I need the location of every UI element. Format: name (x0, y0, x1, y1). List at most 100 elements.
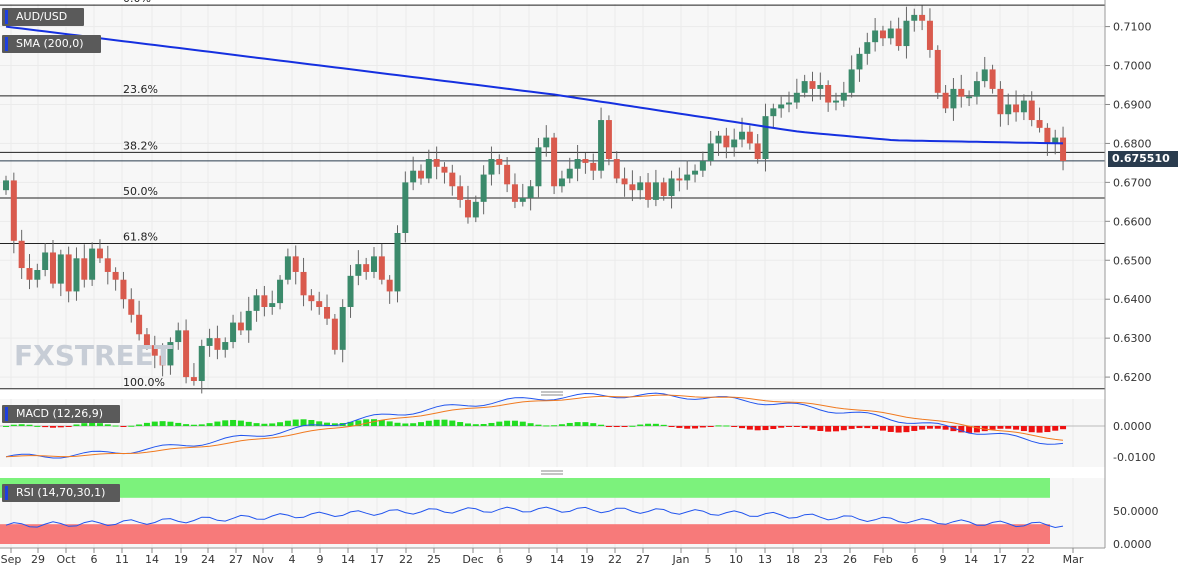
rsi-label[interactable]: RSI (14,70,30,1) (2, 484, 120, 502)
y-tick-label: 0.7000 (1113, 60, 1152, 73)
x-tick-label: 14 (145, 553, 159, 566)
macd-histogram-bar (872, 426, 879, 430)
x-tick-label: 9 (526, 553, 533, 566)
macd-histogram-bar (566, 422, 573, 426)
sma-label[interactable]: SMA (200,0) (2, 35, 101, 53)
candle-body (856, 53, 863, 70)
macd-histogram-bar (300, 419, 307, 426)
macd-histogram-bar (331, 423, 338, 426)
macd-histogram-bar (18, 424, 25, 426)
candle-body (840, 92, 847, 101)
rsi-overbought-zone (0, 478, 1050, 498)
macd-histogram-bar (237, 420, 244, 426)
y-tick-label: 0.6400 (1113, 293, 1152, 306)
macd-histogram-bar (981, 426, 988, 432)
macd-histogram-bar (496, 421, 503, 426)
candle-body (504, 164, 511, 185)
fxstreet-watermark: FXSTREET (14, 339, 173, 372)
macd-histogram-bar (1020, 426, 1027, 432)
candle-body (762, 116, 769, 160)
macd-histogram-bar (26, 424, 33, 426)
macd-signal-line (5, 394, 1064, 458)
candle-body (472, 201, 479, 218)
macd-histogram-bar (746, 426, 753, 430)
macd-histogram-bar (989, 426, 996, 430)
macd-histogram-bar (879, 426, 886, 431)
candle-body (34, 269, 41, 280)
candle-body (660, 182, 667, 196)
candle-body (167, 342, 174, 366)
x-tick-label: Feb (873, 553, 892, 566)
candle-body (355, 264, 362, 276)
candle-body (222, 342, 229, 350)
macd-histogram-bar (786, 426, 792, 427)
x-tick-label: Jan (672, 553, 690, 566)
y-tick-label: 0.6500 (1113, 254, 1152, 267)
macd-histogram-bar (574, 422, 581, 426)
candle-body (49, 252, 56, 284)
rsi-tick-label: 0.0000 (1113, 538, 1152, 551)
macd-histogram-bar (551, 425, 558, 427)
candle-body (175, 330, 182, 343)
candle-body (331, 318, 338, 350)
macd-histogram-bar (1028, 426, 1035, 433)
candle-body (410, 170, 417, 183)
grid (0, 4, 1105, 548)
candle-body (371, 256, 378, 272)
macd-label[interactable]: MACD (12,26,9) (2, 405, 120, 423)
macd-histogram-bar (433, 419, 440, 426)
macd-histogram-bar (308, 419, 315, 426)
candle-body (707, 143, 714, 161)
x-tick-label: 22 (608, 553, 622, 566)
macd-histogram-bar (49, 426, 56, 428)
macd-histogram-bar (143, 422, 150, 426)
macd-histogram-bar (958, 426, 965, 433)
macd-histogram-bar (10, 424, 17, 426)
macd-histogram-bar (903, 426, 910, 433)
candle-body (872, 30, 879, 43)
candle-body (136, 314, 143, 335)
candle-body (848, 69, 855, 93)
x-tick-label: Sep (1, 553, 22, 566)
macd-histogram-bar (120, 426, 127, 427)
candle-body (1005, 104, 1012, 115)
candle-body (543, 137, 550, 148)
fib-label: 23.6% (123, 83, 158, 96)
macd-histogram-bar (817, 426, 824, 431)
macd-histogram-bar (175, 422, 182, 426)
symbol-label[interactable]: AUD/USD (2, 8, 84, 26)
macd-histogram-bar (167, 421, 174, 426)
x-tick-label: 6 (912, 553, 919, 566)
macd-histogram-bar (198, 424, 205, 426)
candle-body (637, 182, 644, 191)
macd-histogram-bar (1060, 426, 1067, 430)
macd-histogram-bar (762, 426, 769, 431)
macd-histogram-bar (488, 422, 495, 426)
macd-line (5, 392, 1064, 459)
macd-histogram-bar (230, 419, 237, 426)
macd-histogram-bar (1036, 426, 1043, 433)
candle-body (950, 88, 957, 109)
candle-body (558, 178, 565, 187)
candle-body (903, 20, 910, 47)
macd-histogram-bar (371, 419, 378, 426)
candle-body (864, 42, 871, 54)
macd-histogram-bar (464, 423, 471, 426)
candle-body (394, 232, 401, 292)
macd-histogram-bar (707, 426, 714, 427)
candle-body (347, 275, 354, 307)
candle-body (253, 295, 260, 311)
candle-body (801, 81, 808, 93)
y-tick-label: 0.6600 (1113, 215, 1152, 228)
sma-200-line (5, 25, 1064, 145)
macd-histogram-bar (410, 423, 417, 426)
macd-histogram-bar (1044, 426, 1051, 433)
candle-body (73, 258, 80, 292)
candle-body (645, 182, 652, 200)
x-tick-label: Mar (1063, 553, 1084, 566)
candle-body (699, 160, 706, 171)
candle-body (324, 306, 331, 319)
macd-histogram-bar (637, 424, 644, 426)
macd-histogram-bar (222, 420, 229, 426)
candle-body (739, 131, 746, 140)
